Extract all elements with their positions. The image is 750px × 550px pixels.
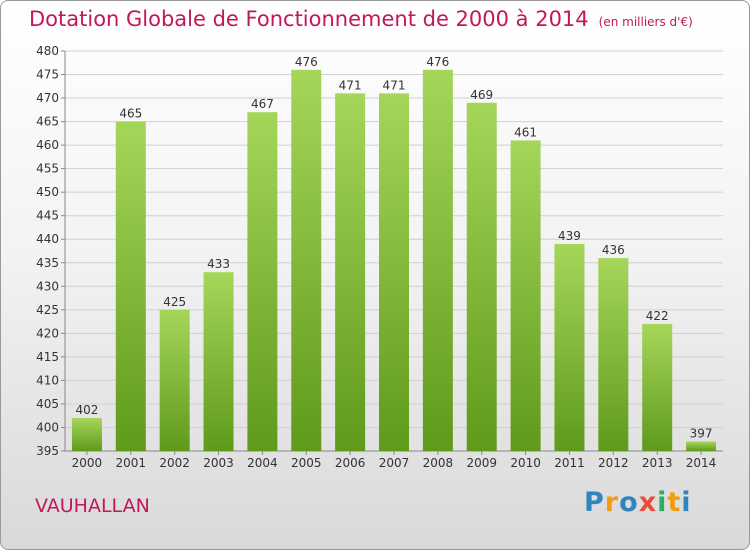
y-tick-label: 440 bbox=[36, 232, 59, 246]
data-label-2004: 467 bbox=[251, 97, 274, 111]
bar-2003 bbox=[203, 272, 234, 451]
logo-letter: i bbox=[681, 487, 692, 518]
y-tick-label: 430 bbox=[36, 279, 59, 293]
logo-letter: t bbox=[667, 487, 682, 518]
data-label-2007: 471 bbox=[383, 78, 406, 92]
y-tick-label: 445 bbox=[36, 209, 59, 223]
title-text: Dotation Globale de Fonctionnement de 20… bbox=[29, 7, 589, 31]
data-label-2012: 436 bbox=[602, 243, 625, 257]
x-tick-label-2008: 2008 bbox=[423, 456, 454, 470]
bars: 402 465 425 433 467 476 471 471 476 469 461 439 436 4… bbox=[71, 55, 717, 452]
data-label-2013: 422 bbox=[646, 309, 669, 323]
x-tick-label-2004: 2004 bbox=[247, 456, 278, 470]
commune-name: VAUHALLAN bbox=[35, 495, 150, 517]
data-label-2001: 465 bbox=[119, 107, 142, 121]
bar-2012 bbox=[598, 258, 629, 451]
y-tick-label: 475 bbox=[36, 68, 59, 82]
x-tick-label-2011: 2011 bbox=[554, 456, 585, 470]
y-tick-label: 450 bbox=[36, 185, 59, 199]
y-tick-label: 405 bbox=[36, 397, 59, 411]
chart-title: Dotation Globale de Fonctionnement de 20… bbox=[29, 7, 693, 31]
y-tick-label: 420 bbox=[36, 326, 59, 340]
bar-2008 bbox=[422, 69, 453, 451]
x-tick-label-2003: 2003 bbox=[203, 456, 234, 470]
x-tick-label-2005: 2005 bbox=[291, 456, 322, 470]
y-tick-label: 460 bbox=[36, 138, 59, 152]
bar-2013 bbox=[642, 323, 673, 451]
logo-letter: i bbox=[657, 487, 668, 518]
data-label-2010: 461 bbox=[514, 125, 537, 139]
bar-2005 bbox=[291, 69, 322, 451]
data-label-2006: 471 bbox=[339, 78, 362, 92]
x-tick-label-2002: 2002 bbox=[159, 456, 190, 470]
y-tick-label: 470 bbox=[36, 91, 59, 105]
y-tick-label: 400 bbox=[36, 420, 59, 434]
x-tick-label-2012: 2012 bbox=[598, 456, 629, 470]
bar-2001 bbox=[115, 121, 146, 452]
data-label-2002: 425 bbox=[163, 295, 186, 309]
bar-2000 bbox=[71, 418, 102, 451]
x-tick-label-2013: 2013 bbox=[642, 456, 673, 470]
bar-2002 bbox=[159, 309, 190, 451]
data-label-2011: 439 bbox=[558, 229, 581, 243]
y-tick-label: 395 bbox=[36, 444, 59, 458]
x-tick-label-2009: 2009 bbox=[466, 456, 497, 470]
logo-letter: r bbox=[604, 487, 620, 518]
data-label-2005: 476 bbox=[295, 55, 318, 69]
x-tick-label-2006: 2006 bbox=[335, 456, 366, 470]
bar-2004 bbox=[247, 112, 278, 452]
bar-2006 bbox=[335, 93, 366, 452]
logo-letter: x bbox=[638, 487, 658, 518]
x-tick-label-2007: 2007 bbox=[379, 456, 410, 470]
x-tick-label-2014: 2014 bbox=[686, 456, 717, 470]
proxiti-logo: Proxiti bbox=[584, 487, 692, 518]
bar-2009 bbox=[466, 102, 497, 451]
y-tick-label: 455 bbox=[36, 162, 59, 176]
logo-letter: P bbox=[584, 487, 605, 518]
data-label-2000: 402 bbox=[75, 403, 98, 417]
y-tick-label: 480 bbox=[36, 44, 59, 58]
y-tick-label: 415 bbox=[36, 350, 59, 364]
logo-letter: o bbox=[619, 487, 639, 518]
bar-2011 bbox=[554, 243, 585, 451]
x-tick-label-2010: 2010 bbox=[510, 456, 541, 470]
bar-2014 bbox=[686, 441, 717, 451]
y-tick-label: 435 bbox=[36, 256, 59, 270]
y-tick-label: 410 bbox=[36, 373, 59, 387]
bar-2007 bbox=[379, 93, 409, 452]
y-tick-label: 425 bbox=[36, 303, 59, 317]
chart-subtitle: (en milliers d'€) bbox=[598, 15, 693, 29]
x-tick-label-2000: 2000 bbox=[72, 456, 103, 470]
data-label-2008: 476 bbox=[426, 55, 449, 69]
data-label-2009: 469 bbox=[470, 88, 493, 102]
bar-2010 bbox=[510, 140, 541, 452]
x-tick-label-2001: 2001 bbox=[116, 456, 147, 470]
data-label-2003: 433 bbox=[207, 257, 230, 271]
x-axis: 2000 2001 2002 2003 2004 2005 2006 2007 2008 2009… bbox=[72, 451, 717, 470]
y-tick-label: 465 bbox=[36, 115, 59, 129]
data-label-2014: 397 bbox=[690, 427, 713, 441]
